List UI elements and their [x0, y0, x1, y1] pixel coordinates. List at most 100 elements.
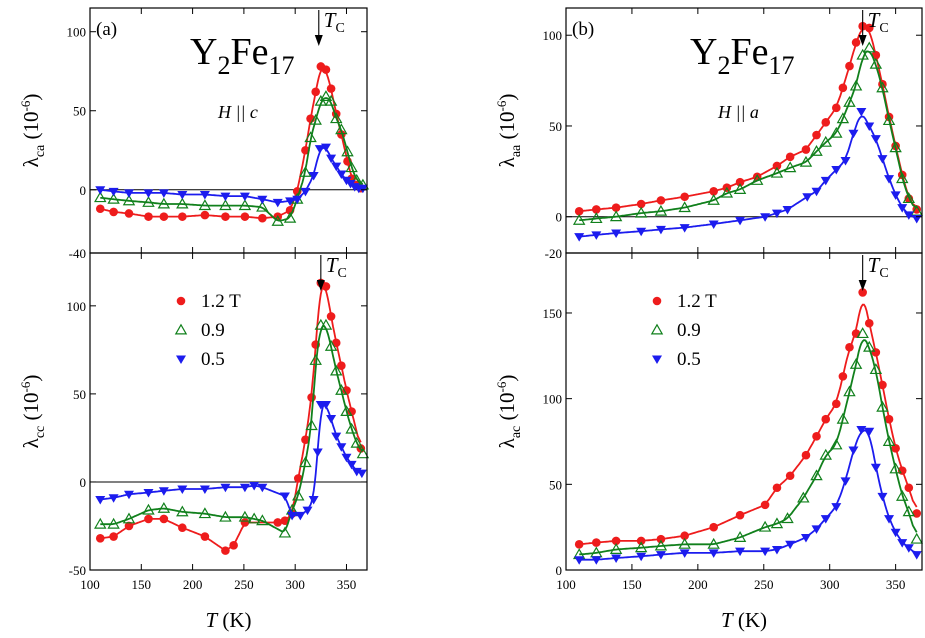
data-point — [295, 511, 306, 521]
data-point — [680, 531, 689, 541]
data-point — [221, 212, 230, 221]
data-point — [574, 539, 584, 549]
data-point — [811, 525, 822, 534]
data-point — [678, 537, 691, 549]
chart-panel-1: -40 0 50 100 λca (10-6) TC (a) Y2Fe17 H || c — [18, 7, 370, 261]
data-point — [109, 532, 118, 541]
data-point — [783, 161, 797, 173]
data-point — [320, 143, 331, 153]
data-point — [830, 438, 843, 450]
data-point — [611, 554, 622, 564]
data-point — [335, 383, 348, 395]
legend: 1.2 T 0.9 0.5 — [174, 291, 241, 370]
data-point — [240, 212, 250, 221]
data-point — [851, 38, 861, 47]
data-point — [108, 494, 119, 503]
data-point — [864, 318, 874, 328]
data-point — [300, 187, 311, 197]
data-point — [283, 211, 297, 223]
data-point — [319, 90, 333, 102]
data-point — [591, 231, 602, 240]
data-point — [305, 419, 318, 431]
data-point — [831, 166, 842, 175]
data-point — [831, 503, 842, 512]
data-point — [356, 447, 370, 459]
data-point — [877, 155, 888, 164]
data-point — [309, 113, 322, 125]
data-point — [707, 193, 720, 205]
compound-formula: Y2Fe17 — [190, 31, 294, 80]
fit-curve-2 — [100, 324, 364, 533]
x-tick-label: 350 — [886, 577, 906, 592]
data-point — [123, 490, 134, 500]
data-point — [238, 510, 252, 522]
fit-curve-2 — [579, 50, 918, 221]
data-point — [634, 541, 648, 553]
data-point — [856, 107, 867, 117]
data-point — [709, 186, 718, 196]
data-point — [869, 57, 883, 69]
data-point — [735, 547, 746, 557]
data-point — [680, 192, 689, 202]
data-point — [654, 539, 668, 551]
y-axis-label: λac (10-6) — [494, 375, 524, 449]
data-point — [314, 145, 325, 154]
data-point — [863, 41, 876, 53]
data-point — [308, 496, 319, 505]
tc-arrowhead — [858, 35, 867, 46]
x-tick-label: 200 — [183, 577, 203, 592]
data-point — [735, 216, 746, 226]
data-point — [656, 196, 666, 205]
data-point — [758, 520, 772, 532]
data-point — [591, 556, 602, 565]
data-point — [902, 505, 916, 517]
data-point — [708, 220, 719, 229]
data-point — [760, 213, 771, 222]
x-tick-label: 100 — [80, 577, 100, 592]
data-point — [891, 444, 900, 453]
data-point — [678, 201, 691, 213]
chart-panel-3: -20 0 50 100 λaa (10-6) TC (b) Y2Fe17 H || a — [494, 7, 923, 261]
data-point — [848, 129, 859, 139]
data-point — [845, 342, 854, 352]
tc-arrowhead — [314, 35, 323, 46]
data-point — [801, 145, 811, 154]
x-tick-label: 150 — [622, 577, 642, 592]
y-tick-label: 0 — [80, 183, 87, 198]
legend-label-3: 0.5 — [201, 349, 225, 370]
data-point — [109, 207, 118, 217]
data-point — [849, 79, 863, 91]
y-tick-label: -50 — [69, 563, 86, 578]
data-point — [176, 505, 189, 517]
data-point — [574, 556, 585, 565]
data-point — [821, 414, 831, 424]
data-point — [178, 212, 187, 221]
fit-curve-1 — [579, 26, 918, 212]
data-point — [142, 196, 155, 207]
data-point — [655, 225, 666, 235]
legend-marker-2 — [650, 323, 664, 335]
data-point — [819, 135, 832, 147]
data-point — [279, 492, 290, 502]
data-point — [897, 539, 908, 548]
data-point — [326, 312, 336, 321]
data-point — [311, 87, 321, 97]
data-point — [821, 118, 831, 127]
data-point — [337, 361, 346, 371]
data-point — [94, 191, 107, 203]
data-point — [304, 131, 317, 143]
data-point — [889, 462, 902, 474]
data-point — [654, 204, 668, 216]
data-point — [863, 340, 876, 352]
tc-arrowhead — [316, 280, 325, 291]
data-point — [889, 141, 902, 153]
data-point — [341, 145, 354, 157]
fit-curve-2 — [579, 339, 918, 556]
data-point — [812, 432, 821, 441]
legend-label-1: 1.2 T — [677, 291, 717, 312]
data-point — [95, 204, 105, 214]
data-point — [838, 83, 848, 93]
data-point — [609, 543, 623, 554]
data-point — [770, 517, 784, 529]
data-point — [910, 532, 923, 544]
